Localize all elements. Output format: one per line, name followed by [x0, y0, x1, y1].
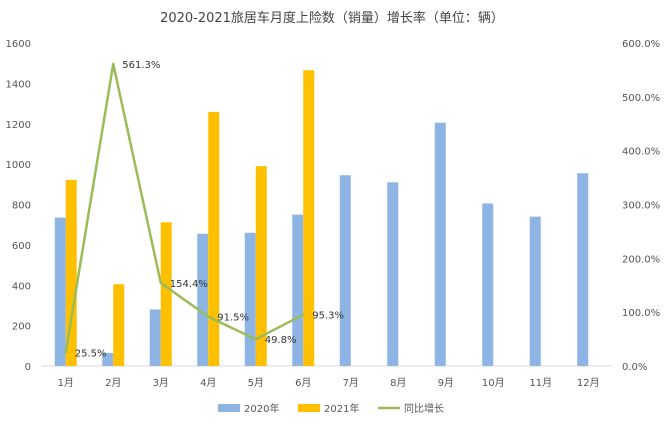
left-axis-tick-label: 1600 — [6, 39, 31, 50]
bar-2021年 — [65, 179, 77, 366]
bar-2020年 — [529, 216, 541, 366]
bar-2020年 — [339, 175, 351, 366]
x-axis-tick-label: 6月 — [295, 377, 311, 389]
bar-2020年 — [54, 217, 66, 366]
legend-swatch — [298, 404, 320, 412]
x-axis-tick-label: 9月 — [438, 377, 454, 389]
bar-series — [54, 70, 589, 367]
x-axis-tick-label: 7月 — [343, 377, 359, 389]
x-axis-tick-label: 8月 — [390, 377, 406, 389]
growth-data-label: 49.8% — [265, 335, 297, 346]
left-axis-tick-label: 200 — [12, 322, 31, 333]
right-axis-tick-label: 400.0% — [622, 147, 660, 158]
x-axis-tick-label: 4月 — [200, 377, 216, 389]
growth-data-label: 91.5% — [217, 313, 249, 324]
left-axis-tick-label: 800 — [12, 201, 31, 212]
left-axis-tick-label: 1400 — [6, 79, 31, 90]
right-axis-tick-label: 0.0% — [622, 362, 647, 373]
right-axis-tick-label: 300.0% — [622, 201, 660, 212]
legend-swatch — [218, 404, 240, 412]
bar-2020年 — [149, 309, 161, 366]
bar-2020年 — [434, 122, 446, 366]
x-axis-tick-label: 1月 — [58, 377, 74, 389]
bar-2020年 — [577, 173, 589, 366]
bar-2020年 — [482, 203, 494, 366]
x-axis-tick-label: 11月 — [529, 377, 552, 389]
growth-data-label: 25.5% — [75, 348, 107, 359]
legend-label: 2020年 — [244, 402, 279, 415]
left-axis-tick-label: 1200 — [6, 120, 31, 131]
chart-title: 2020-2021旅居车月度上险数（销量）增长率（单位：辆） — [160, 10, 504, 26]
left-axis-tick-label: 1000 — [6, 160, 31, 171]
x-axis-tick-label: 5月 — [248, 377, 264, 389]
bar-2021年 — [303, 70, 315, 367]
left-axis-tick-label: 400 — [12, 281, 31, 292]
x-axis-tick-label: 12月 — [577, 377, 600, 389]
bar-2020年 — [244, 232, 256, 366]
x-axis-tick-label: 10月 — [482, 377, 505, 389]
bar-2020年 — [102, 352, 114, 366]
bar-2021年 — [160, 222, 172, 366]
growth-line — [64, 62, 305, 354]
x-axis-tick-label: 2月 — [105, 377, 121, 389]
left-axis-tick-label: 0 — [25, 362, 31, 373]
line-series: 25.5% 561.3% 154.4% 91.5% 49.8% 95.3% — [64, 60, 344, 359]
right-axis-tick-label: 600.0% — [622, 39, 660, 50]
bar-2020年 — [197, 233, 209, 366]
bar-2021年 — [113, 284, 125, 366]
x-axis-ticks: 1月 2月 3月 4月 5月 6月 7月 8月 9月 10月 11月 12月 — [58, 377, 600, 389]
bar-2021年 — [255, 166, 267, 366]
right-axis-tick-label: 500.0% — [622, 93, 660, 104]
right-axis-ticks: 0.0% 100.0% 200.0% 300.0% 400.0% 500.0% 600.0% — [622, 39, 660, 373]
right-axis-tick-label: 100.0% — [622, 308, 660, 319]
left-axis-ticks: 0 200 400 600 800 1000 1200 1400 1600 — [6, 39, 31, 373]
x-axis-tick-label: 3月 — [153, 377, 169, 389]
bar-2021年 — [208, 112, 220, 366]
growth-data-label: 561.3% — [122, 60, 160, 71]
left-axis-tick-label: 600 — [12, 241, 31, 252]
growth-data-label: 154.4% — [170, 279, 208, 290]
growth-data-label: 95.3% — [312, 311, 344, 322]
bar-2020年 — [387, 182, 399, 366]
bar-2020年 — [292, 214, 304, 366]
right-axis-tick-label: 200.0% — [622, 254, 660, 265]
legend-label: 同比增长 — [404, 402, 444, 415]
legend-label: 2021年 — [324, 402, 359, 415]
legend: 2020年 2021年 同比增长 — [218, 402, 444, 415]
